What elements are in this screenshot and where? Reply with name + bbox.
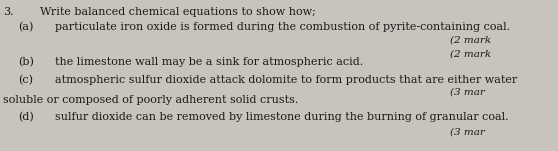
Text: (c): (c) xyxy=(18,75,33,85)
Text: sulfur dioxide can be removed by limestone during the burning of granular coal.: sulfur dioxide can be removed by limesto… xyxy=(55,112,509,122)
Text: (b): (b) xyxy=(18,57,34,67)
Text: (d): (d) xyxy=(18,112,33,122)
Text: (a): (a) xyxy=(18,22,33,32)
Text: (2 mark: (2 mark xyxy=(450,50,491,59)
Text: Write balanced chemical equations to show how;: Write balanced chemical equations to sho… xyxy=(40,7,316,17)
Text: (3 mar: (3 mar xyxy=(450,128,485,137)
Text: soluble or composed of poorly adherent solid crusts.: soluble or composed of poorly adherent s… xyxy=(3,95,299,105)
Text: particulate iron oxide is formed during the combustion of pyrite-containing coal: particulate iron oxide is formed during … xyxy=(55,22,510,32)
Text: 3.: 3. xyxy=(3,7,13,17)
Text: (2 mark: (2 mark xyxy=(450,36,491,45)
Text: the limestone wall may be a sink for atmospheric acid.: the limestone wall may be a sink for atm… xyxy=(55,57,363,67)
Text: (3 mar: (3 mar xyxy=(450,88,485,97)
Text: atmospheric sulfur dioxide attack dolomite to form products that are either wate: atmospheric sulfur dioxide attack dolomi… xyxy=(55,75,517,85)
